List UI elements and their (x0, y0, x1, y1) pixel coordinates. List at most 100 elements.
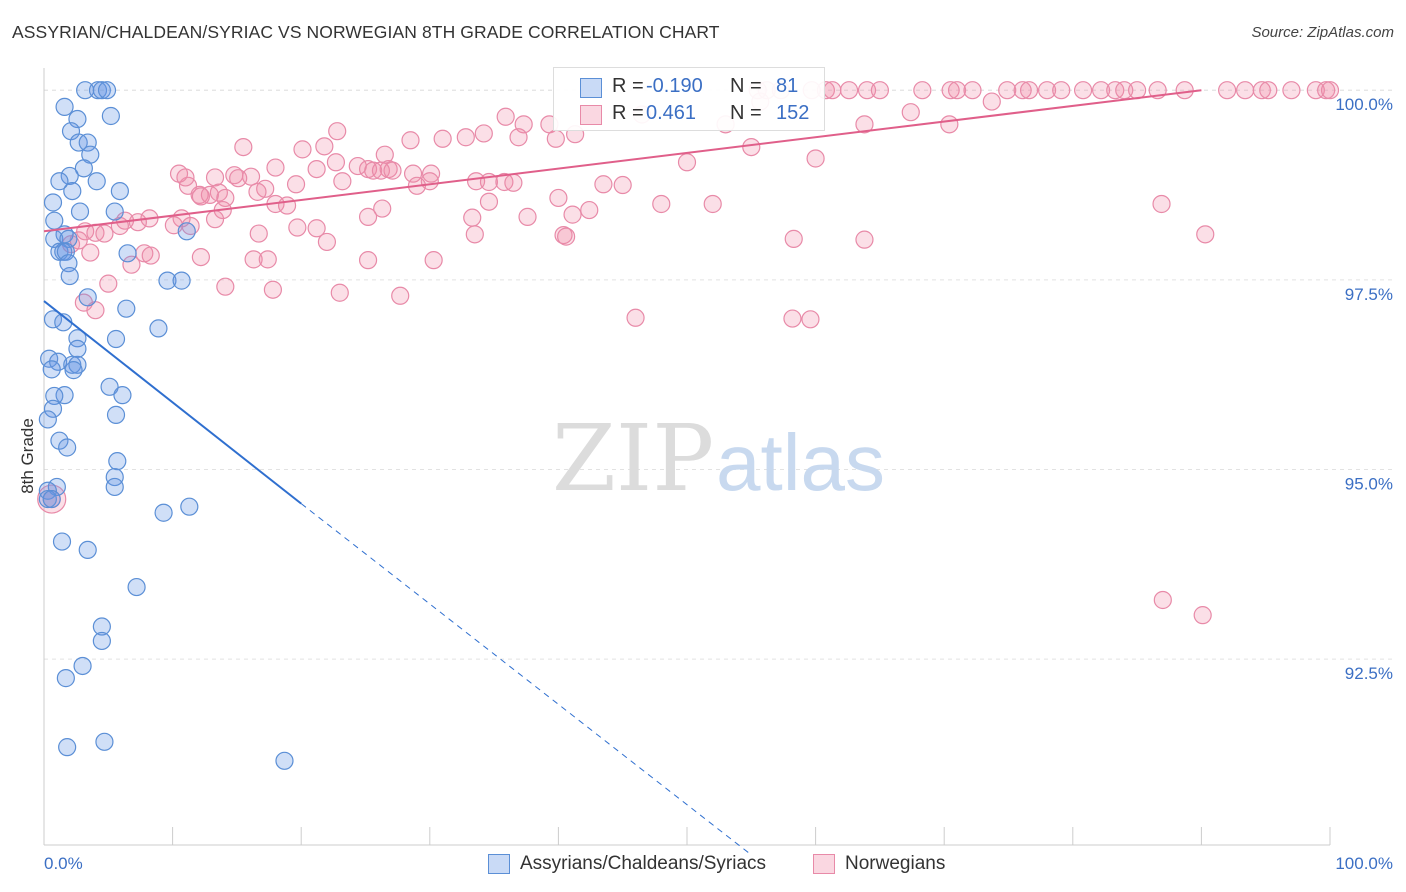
norwegians-point (742, 138, 761, 157)
legend-swatch-norwegians (813, 854, 835, 874)
norwegians-point (191, 187, 210, 206)
trend-lines (43, 89, 1202, 856)
assyrians-trend-line (43, 300, 302, 505)
norwegians-point (913, 81, 932, 100)
assyrians-point (87, 172, 106, 191)
norwegians-point (901, 103, 920, 122)
norwegians-point (1252, 81, 1271, 100)
norwegians-point (806, 149, 825, 168)
norwegians-point (1196, 225, 1215, 244)
norwegians-point (839, 81, 859, 100)
pink-swatch (580, 105, 602, 125)
norwegians-point (1236, 81, 1255, 100)
norwegians-point (466, 172, 486, 191)
norwegians-point (205, 210, 225, 229)
norwegians-point (191, 247, 210, 267)
n-value: 152 (776, 102, 810, 124)
norwegians-point (328, 122, 347, 141)
norwegians-point (216, 277, 235, 296)
norwegians-point (1073, 81, 1093, 100)
assyrians-point (154, 503, 173, 522)
stats-legend: R = -0.190 N = 81 R = 0.461 N = 152 (553, 67, 825, 131)
assyrians-point (55, 386, 74, 405)
norwegians-point (496, 107, 515, 126)
norwegians-points (37, 81, 1340, 625)
legend-label-assyrians: Assyrians/Chaldeans/Syriacs (520, 853, 767, 874)
norwegians-point (358, 251, 378, 270)
n-label: N = (730, 75, 762, 97)
assyrians-point (118, 244, 137, 263)
norwegians-point (456, 128, 475, 147)
norwegians-point (1320, 81, 1340, 100)
assyrians-point (97, 81, 117, 100)
norwegians-point (1037, 81, 1057, 100)
watermark-atlas: atlas (716, 418, 885, 507)
norwegians-point (128, 213, 147, 232)
assyrians-point (63, 181, 82, 201)
norwegians-point (940, 115, 959, 134)
assyrians-point (50, 172, 69, 191)
norwegians-point (249, 224, 268, 243)
norwegians-point (1091, 81, 1111, 100)
norwegians-point (1175, 81, 1194, 100)
norwegians-point (1218, 81, 1237, 100)
assyrians-point (58, 438, 77, 457)
assyrians-point (100, 377, 119, 396)
norwegians-point (947, 81, 967, 100)
norwegians-point (266, 158, 285, 177)
norwegians-point (1127, 81, 1147, 100)
legend-swatch-assyrians (488, 854, 510, 874)
norwegians-point (176, 168, 195, 187)
assyrians-point (158, 271, 177, 290)
r-label: R = (612, 102, 644, 124)
norwegians-point (248, 182, 267, 201)
assyrians-point (68, 329, 87, 348)
norwegians-point (141, 246, 160, 265)
norwegians-point (463, 208, 482, 227)
norwegians-point (823, 81, 842, 100)
assyrians-point (78, 288, 97, 307)
norwegians-point (373, 199, 392, 218)
norwegians-point (870, 81, 890, 100)
norwegians-point (315, 137, 334, 156)
norwegians-point (326, 153, 346, 172)
norwegians-point (391, 286, 410, 305)
norwegians-point (855, 230, 874, 249)
norwegians-point (1052, 81, 1071, 100)
norwegians-point (37, 484, 67, 514)
norwegians-point (509, 128, 528, 147)
norwegians-point (401, 131, 420, 150)
y-tick-label: 97.5% (1345, 285, 1393, 304)
norwegians-point (1019, 81, 1039, 100)
norwegians-point (784, 229, 803, 248)
assyrians-point (49, 352, 68, 371)
assyrians-point (105, 202, 124, 221)
assyrians-point (70, 202, 90, 221)
norwegians-point (122, 255, 141, 274)
watermark-zip: ZIP (552, 405, 714, 512)
n-value: 81 (776, 75, 799, 97)
norwegians-point (783, 309, 802, 328)
assyrians-point (105, 467, 124, 487)
assyrians-point (60, 166, 79, 186)
y-tick-label: 95.0% (1345, 474, 1393, 493)
assyrians-point (106, 329, 126, 349)
norwegians-point (317, 232, 337, 252)
r-value: 0.461 (646, 102, 697, 124)
x-tick-label-max: 100.0% (1335, 854, 1393, 873)
r-value: -0.190 (646, 75, 703, 97)
assyrians-trend-extension (300, 503, 752, 856)
assyrians-point (172, 271, 191, 290)
norwegians-point (1317, 81, 1336, 100)
norwegians-point (580, 200, 599, 220)
legend-label-norwegians: Norwegians (845, 853, 946, 874)
norwegians-point (200, 185, 219, 204)
norwegians-point (330, 283, 349, 302)
norwegians-point (99, 274, 118, 293)
assyrians-point (60, 266, 79, 286)
assyrians-point (101, 106, 120, 126)
assyrians-point (113, 386, 132, 405)
norwegians-point (364, 161, 383, 180)
norwegians-point (855, 115, 874, 134)
norwegians-point (941, 81, 960, 100)
